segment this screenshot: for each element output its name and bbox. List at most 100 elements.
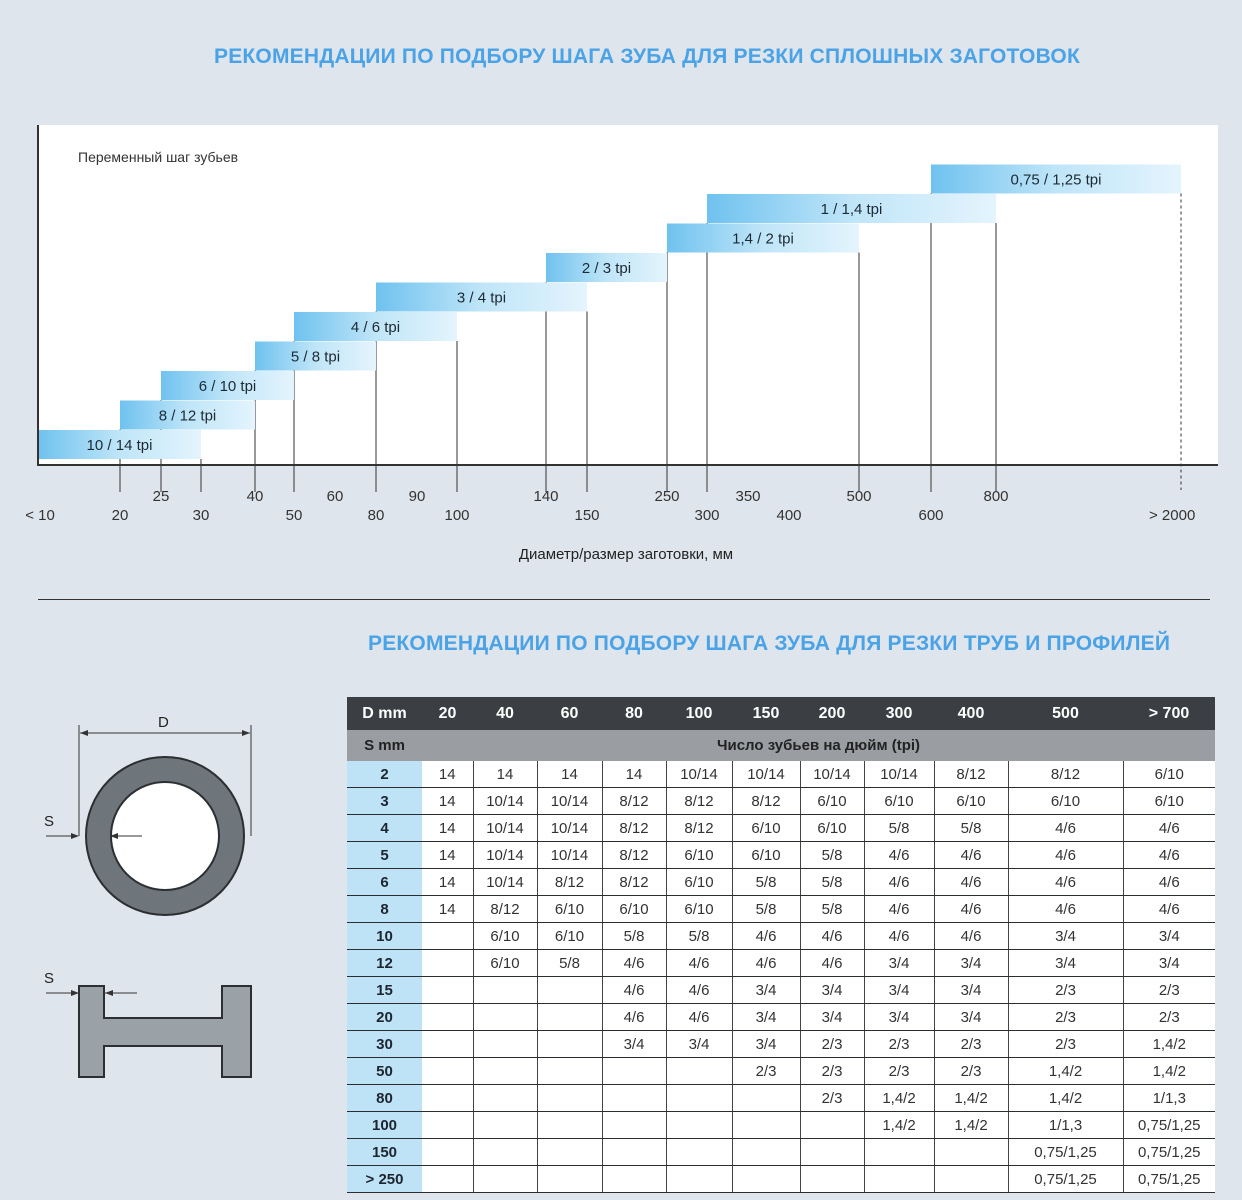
table-cell: 4/6	[731, 922, 800, 950]
x-axis-label: Диаметр/размер заготовки, мм	[518, 546, 734, 563]
table-cell: 1,4/2	[863, 1111, 934, 1139]
table-cell: 0,75/1,25	[1122, 1138, 1215, 1166]
table-cell: 3/4	[863, 949, 934, 977]
row-header: 6	[347, 868, 422, 896]
table-cell: 8/12	[731, 787, 800, 815]
row-header: 20	[347, 1003, 422, 1031]
table-cell: 8/12	[601, 841, 666, 869]
bar-label: 1,4 / 2 tpi	[732, 231, 794, 248]
table-row: 30 3/4 3/4 3/4 2/3 2/3 2/3 2/3 1,4/2	[347, 1030, 1215, 1058]
x-tick-label: 90	[409, 488, 426, 505]
table-cell: 14	[422, 761, 473, 788]
table-cell	[601, 1084, 666, 1112]
table-cell	[472, 976, 537, 1004]
x-tick-label: 25	[153, 488, 170, 505]
bar-label: 4 / 6 tpi	[351, 319, 400, 336]
column-header: 500	[1008, 697, 1123, 730]
table-cell: 6/10	[601, 895, 666, 923]
table-cell	[422, 1057, 473, 1085]
table-cell: 6/10	[731, 841, 800, 869]
table-cell: 10/14	[863, 761, 934, 788]
row-header: 8	[347, 895, 422, 923]
table-cell: 3/4	[731, 976, 800, 1004]
table-cell: 3/4	[731, 1003, 800, 1031]
table-cell	[422, 976, 473, 1004]
table-cell: 3/4	[933, 976, 1008, 1004]
table-cell: 4/6	[1122, 841, 1215, 869]
table-cell	[536, 1111, 602, 1139]
bar-6	[546, 253, 667, 282]
table-cell: 3/4	[1007, 949, 1123, 977]
corner-s: S mm	[347, 730, 422, 761]
table-cell	[422, 1003, 473, 1031]
table-cell: 14	[422, 868, 473, 896]
table-row: 80 2/3 1,4/2 1,4/2 1,4/2 1/1,3	[347, 1084, 1215, 1112]
table-title: РЕКОМЕНДАЦИИ ПО ПОДБОРУ ШАГА ЗУБА ДЛЯ РЕ…	[368, 632, 1171, 655]
table-cell: 4/6	[601, 1003, 666, 1031]
table-cell: 8/12	[601, 787, 666, 815]
bar-label: 10 / 14 tpi	[87, 437, 153, 454]
table-cell: 2/3	[933, 1057, 1008, 1085]
column-header: > 700	[1123, 697, 1215, 730]
table-row: 15 4/6 4/6 3/4 3/4 3/4 3/4 2/3 2/3	[347, 976, 1215, 1004]
table-cell: 3/4	[1122, 949, 1215, 977]
table-cell: 1,4/2	[1007, 1084, 1123, 1112]
table-cell	[863, 1138, 934, 1166]
row-header: 50	[347, 1057, 422, 1085]
table-cell	[601, 1138, 666, 1166]
table-cell: 3/4	[601, 1030, 666, 1058]
table-cell	[536, 1084, 602, 1112]
bar-8	[707, 194, 996, 223]
bar-label: 5 / 8 tpi	[291, 349, 340, 366]
x-tick-label: 30	[193, 507, 210, 524]
x-tick-label: 300	[694, 507, 719, 524]
table-cell: 4/6	[1122, 895, 1215, 923]
x-tick-label: 60	[327, 488, 344, 505]
profile-drawing	[78, 985, 252, 1078]
table-cell: 6/10	[863, 787, 934, 815]
bar-label: 6 / 10 tpi	[199, 378, 257, 395]
table-cell: 1,4/2	[863, 1084, 934, 1112]
table-cell: 4/6	[665, 949, 732, 977]
table-cell: 4/6	[933, 922, 1008, 950]
table-cell: 4/6	[1007, 868, 1123, 896]
x-tick-label: 40	[247, 488, 264, 505]
x-tick-label: < 10	[25, 507, 55, 524]
table-cell: 3/4	[799, 976, 864, 1004]
table-cell: 14	[422, 787, 473, 815]
bar-7	[667, 223, 859, 253]
table-cell	[799, 1111, 864, 1139]
table-cell	[665, 1165, 732, 1193]
table-cell: 8/12	[933, 761, 1008, 788]
row-header: 3	[347, 787, 422, 815]
table-cell: 8/12	[1007, 761, 1123, 788]
chart-title: РЕКОМЕНДАЦИИ ПО ПОДБОРУ ШАГА ЗУБА ДЛЯ РЕ…	[214, 45, 1080, 68]
bar-label: 2 / 3 tpi	[582, 260, 631, 277]
table-subheader-row: S mm Число зубьев на дюйм (tpi)	[347, 730, 1215, 761]
x-tick-label: 600	[918, 507, 943, 524]
column-header: 20	[422, 697, 473, 730]
table-cell: 6/10	[1122, 787, 1215, 815]
table-cell	[422, 922, 473, 950]
x-tick-label: 350	[735, 488, 760, 505]
table-row: 100 1,4/2 1,4/2 1/1,3 0,75/1,25	[347, 1111, 1215, 1139]
table-cell: 4/6	[933, 868, 1008, 896]
table-cell	[536, 1138, 602, 1166]
table-cell	[422, 1030, 473, 1058]
table-cell: 2/3	[933, 1030, 1008, 1058]
table-cell: 4/6	[1007, 895, 1123, 923]
table-cell: 4/6	[863, 922, 934, 950]
table-cell: 6/10	[665, 868, 732, 896]
chart-subtitle: Переменный шаг зубьев	[78, 149, 238, 165]
dim-arrow-right-icon	[242, 730, 250, 736]
table-cell: 4/6	[863, 841, 934, 869]
table-cell: 3/4	[665, 1030, 732, 1058]
s-arrow-icon	[71, 833, 79, 839]
table-cell: 10/14	[536, 814, 602, 842]
table-cell: 4/6	[665, 976, 732, 1004]
table-cell: 3/4	[863, 976, 934, 1004]
table-cell	[472, 1165, 537, 1193]
table-cell: 14	[472, 761, 537, 788]
table-cell	[472, 1111, 537, 1139]
table-cell: 4/6	[799, 922, 864, 950]
